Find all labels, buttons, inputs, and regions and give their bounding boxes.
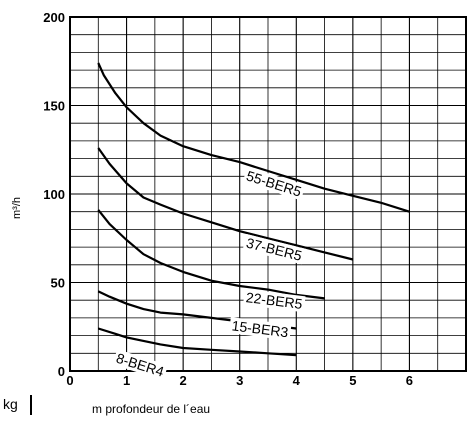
y-axis-label: m³/h <box>11 197 23 219</box>
x-tick-label: 4 <box>293 373 301 388</box>
series-label-background <box>243 288 306 313</box>
unit-box-label: kg <box>3 396 18 412</box>
y-tick-label: 100 <box>43 187 65 202</box>
data-curves <box>97 62 410 357</box>
series-label: 22-BER5 <box>245 289 304 312</box>
x-tick-label: 2 <box>180 373 187 388</box>
x-axis-label: m profondeur de l´eau <box>92 402 210 416</box>
series-line <box>97 62 410 213</box>
y-tick-label: 0 <box>58 364 65 379</box>
x-tick-label: 0 <box>66 373 73 388</box>
series-line <box>97 147 354 261</box>
series-label-background <box>228 317 292 341</box>
series-label-background <box>242 234 306 265</box>
x-tick-label: 1 <box>123 373 130 388</box>
chart-grid <box>70 17 466 371</box>
plot-frame <box>69 16 467 372</box>
y-tick-label: 200 <box>43 10 65 25</box>
series-label-background <box>112 349 169 381</box>
y-tick-label: 150 <box>43 99 65 114</box>
series-label: 15-BER3 <box>231 317 290 340</box>
series-label-background <box>242 166 306 201</box>
x-tick-label: 6 <box>406 373 413 388</box>
axis-ticks: 0 1 2 3 4 5 6 0 50 100 150 200 <box>43 10 413 388</box>
unit-box-edge <box>30 395 32 415</box>
series-line <box>97 327 297 357</box>
x-tick-label: 3 <box>236 373 243 388</box>
series-line <box>97 209 325 300</box>
y-tick-label: 50 <box>51 276 65 291</box>
x-tick-label: 5 <box>349 373 356 388</box>
